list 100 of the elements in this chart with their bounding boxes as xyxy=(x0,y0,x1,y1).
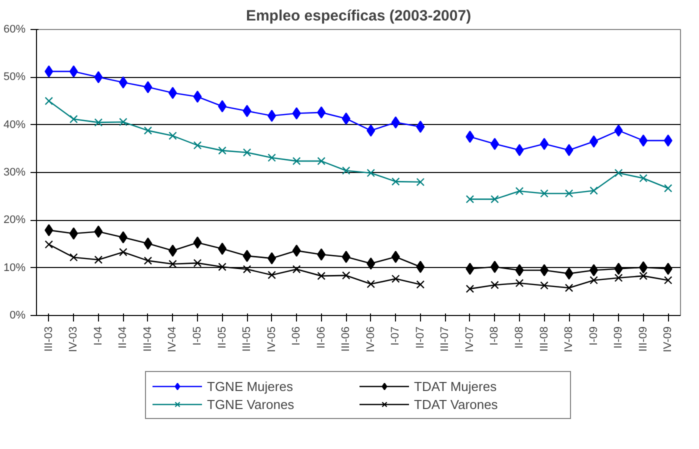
point xyxy=(490,280,499,290)
y-tick-label: 10% xyxy=(3,262,26,274)
point xyxy=(144,126,152,135)
point xyxy=(466,130,474,143)
point xyxy=(590,186,598,195)
y-tick-label: 60% xyxy=(3,24,26,36)
point xyxy=(540,189,548,198)
legend-label: TGNE Varones xyxy=(207,396,296,412)
point xyxy=(416,260,425,273)
point xyxy=(193,141,202,150)
legend-label: TDAT Varones xyxy=(414,396,499,412)
point xyxy=(392,274,400,283)
x-tick-label: IV-05 xyxy=(266,326,278,352)
point xyxy=(44,224,54,236)
y-tick-label: 20% xyxy=(3,214,26,226)
point xyxy=(94,118,103,127)
point xyxy=(466,284,474,293)
point xyxy=(391,250,400,263)
point xyxy=(44,240,54,249)
x-tick-label: III-09 xyxy=(637,326,650,352)
point xyxy=(218,146,226,155)
x-tick-label: IV-07 xyxy=(464,326,476,352)
point xyxy=(366,168,376,178)
point xyxy=(540,264,549,276)
point xyxy=(639,272,648,280)
point xyxy=(490,260,499,273)
point xyxy=(366,280,376,288)
point xyxy=(268,252,276,264)
x-tick-label: IV-06 xyxy=(364,326,377,352)
legend-label: TGNE Mujeres xyxy=(207,378,294,394)
point xyxy=(317,272,326,280)
y-tick-label: 0% xyxy=(10,310,26,322)
x-tick-label: III-07 xyxy=(439,326,452,352)
x-tick-label: I-06 xyxy=(290,326,303,346)
point xyxy=(590,264,598,276)
point xyxy=(144,81,152,94)
point xyxy=(392,177,400,186)
x-tick-label: III-03 xyxy=(42,326,55,352)
point xyxy=(564,284,574,292)
x-tick-label: II-08 xyxy=(514,326,526,349)
point xyxy=(218,242,227,255)
point xyxy=(193,258,202,268)
point xyxy=(540,281,548,290)
point xyxy=(540,138,549,150)
point xyxy=(342,112,350,125)
x-tick-label: IV-08 xyxy=(563,326,576,352)
point xyxy=(639,174,648,182)
point xyxy=(342,271,350,280)
y-tick-label: 50% xyxy=(3,71,26,84)
x-tick-label: II-09 xyxy=(612,326,625,349)
point xyxy=(193,90,202,103)
point xyxy=(144,256,152,265)
point xyxy=(94,256,103,264)
x-tick-label: IV-04 xyxy=(166,326,179,352)
point xyxy=(94,71,103,84)
y-tick-label: 40% xyxy=(3,118,26,131)
point xyxy=(70,253,78,262)
point xyxy=(342,166,350,175)
x-tick-label: II-04 xyxy=(117,326,130,349)
point xyxy=(664,262,672,275)
point xyxy=(292,107,301,120)
point xyxy=(292,244,301,257)
point xyxy=(168,132,177,140)
x-tick-label: III-05 xyxy=(241,326,254,352)
point xyxy=(416,120,425,133)
point xyxy=(70,114,78,124)
point xyxy=(242,148,252,157)
point xyxy=(515,278,524,288)
point xyxy=(168,244,177,257)
x-tick-label: IV-03 xyxy=(68,326,80,352)
point xyxy=(614,274,623,282)
point xyxy=(515,186,524,196)
point xyxy=(342,250,350,263)
x-tick-label: I-08 xyxy=(488,326,501,346)
point xyxy=(466,195,474,204)
point xyxy=(664,184,672,192)
point xyxy=(119,248,128,256)
point xyxy=(664,276,672,284)
point xyxy=(218,100,227,112)
chart-title: Empleo específicas (2003-2007) xyxy=(246,8,472,24)
point xyxy=(44,96,54,106)
point xyxy=(614,168,623,178)
x-tick-label: IV-09 xyxy=(662,326,674,352)
point xyxy=(218,262,226,272)
y-tick-label: 30% xyxy=(3,166,26,178)
x-tick-label: III-04 xyxy=(142,326,154,352)
point xyxy=(490,195,499,204)
point xyxy=(590,276,598,284)
point xyxy=(466,262,474,275)
x-tick-label: I-09 xyxy=(588,326,600,346)
point xyxy=(118,231,128,244)
point xyxy=(242,265,252,274)
x-tick-label: III-08 xyxy=(538,326,550,352)
x-tick-label: I-07 xyxy=(390,326,402,346)
point xyxy=(292,265,301,274)
point xyxy=(268,154,276,162)
point xyxy=(268,270,276,280)
x-tick-label: I-04 xyxy=(92,326,104,346)
point xyxy=(268,110,276,122)
point xyxy=(614,262,623,275)
